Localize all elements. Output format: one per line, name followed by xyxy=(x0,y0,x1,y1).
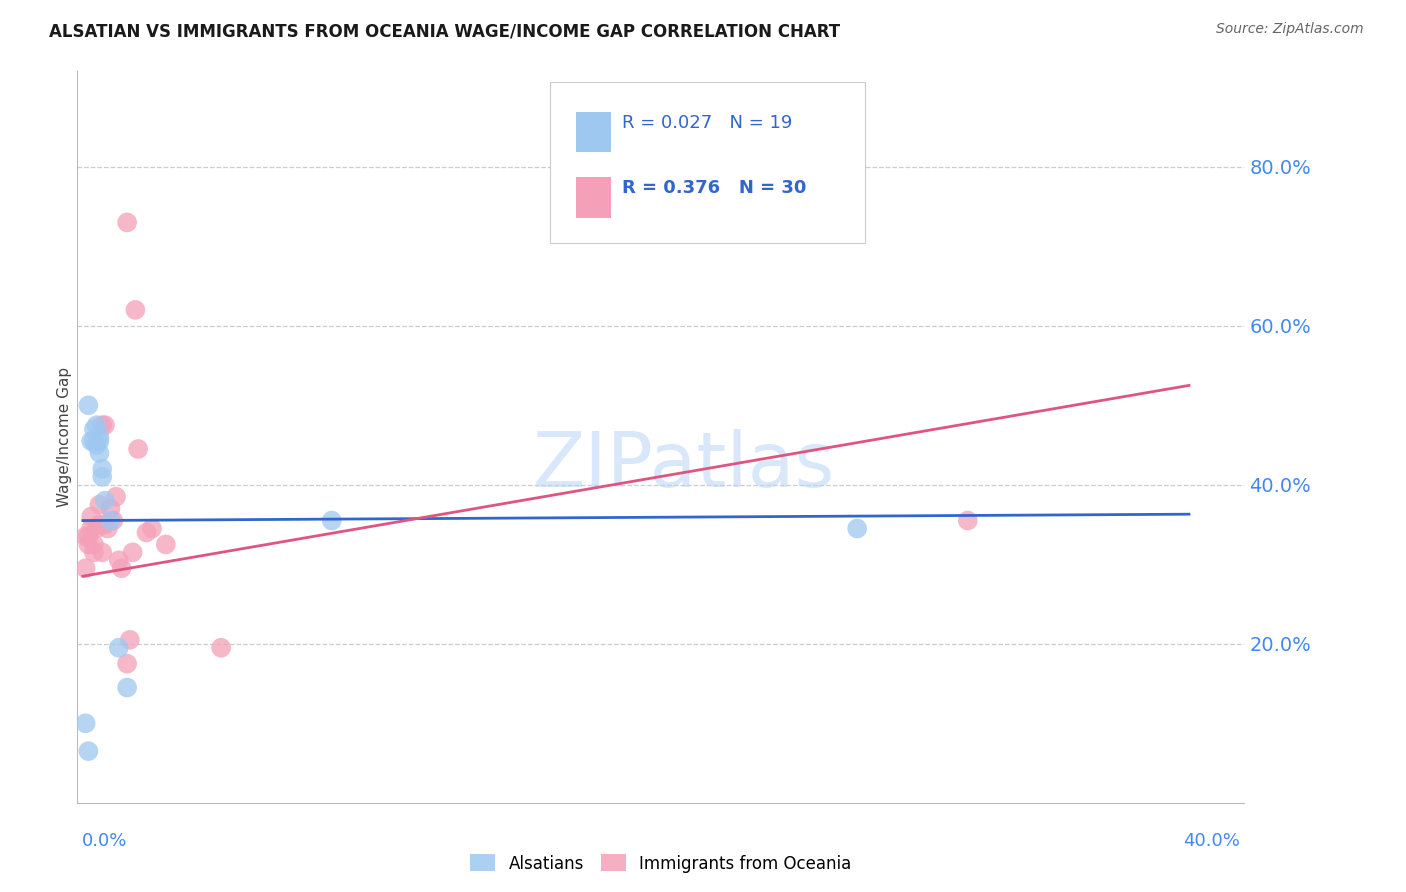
Text: R = 0.027   N = 19: R = 0.027 N = 19 xyxy=(623,113,793,131)
Point xyxy=(100,501,122,516)
Point xyxy=(141,521,163,535)
Point xyxy=(115,215,138,229)
Point xyxy=(77,744,100,758)
Point xyxy=(75,716,97,731)
Point xyxy=(80,434,103,448)
Point xyxy=(86,418,108,433)
Point xyxy=(80,521,103,535)
Bar xyxy=(575,178,610,218)
Point xyxy=(77,537,100,551)
Point xyxy=(115,681,138,695)
Point xyxy=(94,493,117,508)
Point xyxy=(118,632,141,647)
Point xyxy=(124,302,146,317)
Point xyxy=(89,430,111,444)
Point xyxy=(103,514,125,528)
Point xyxy=(83,434,105,448)
Point xyxy=(321,514,343,528)
Point xyxy=(83,545,105,559)
Point xyxy=(121,545,143,559)
Point xyxy=(155,537,177,551)
Y-axis label: Wage/Income Gap: Wage/Income Gap xyxy=(56,367,72,508)
Point xyxy=(77,529,100,543)
Point xyxy=(100,514,122,528)
Point xyxy=(89,446,111,460)
Point xyxy=(97,521,120,535)
Point xyxy=(91,462,114,476)
FancyBboxPatch shape xyxy=(550,82,865,244)
Text: R = 0.376   N = 30: R = 0.376 N = 30 xyxy=(623,179,807,197)
Point xyxy=(91,470,114,484)
Point xyxy=(91,545,114,559)
Point xyxy=(86,438,108,452)
Point xyxy=(846,521,869,535)
Point xyxy=(108,553,131,567)
Point xyxy=(110,561,132,575)
Point xyxy=(209,640,232,655)
Bar xyxy=(575,112,610,152)
Point xyxy=(83,422,105,436)
Point xyxy=(89,434,111,448)
Point xyxy=(91,418,114,433)
Point xyxy=(89,517,111,532)
Point xyxy=(83,537,105,551)
Point xyxy=(75,529,97,543)
Point xyxy=(77,398,100,412)
Point xyxy=(75,561,97,575)
Point xyxy=(105,490,128,504)
Point xyxy=(94,418,117,433)
Legend: Alsatians, Immigrants from Oceania: Alsatians, Immigrants from Oceania xyxy=(464,847,858,880)
Point xyxy=(94,517,117,532)
Point xyxy=(86,521,108,535)
Text: 40.0%: 40.0% xyxy=(1184,831,1240,849)
Point xyxy=(108,640,131,655)
Point xyxy=(80,509,103,524)
Text: Source: ZipAtlas.com: Source: ZipAtlas.com xyxy=(1216,22,1364,37)
Point xyxy=(956,514,979,528)
Text: ZIPatlas: ZIPatlas xyxy=(533,429,835,503)
Point xyxy=(127,442,149,456)
Text: 0.0%: 0.0% xyxy=(82,831,127,849)
Point xyxy=(89,498,111,512)
Text: ALSATIAN VS IMMIGRANTS FROM OCEANIA WAGE/INCOME GAP CORRELATION CHART: ALSATIAN VS IMMIGRANTS FROM OCEANIA WAGE… xyxy=(49,22,841,40)
Point xyxy=(135,525,157,540)
Point xyxy=(115,657,138,671)
